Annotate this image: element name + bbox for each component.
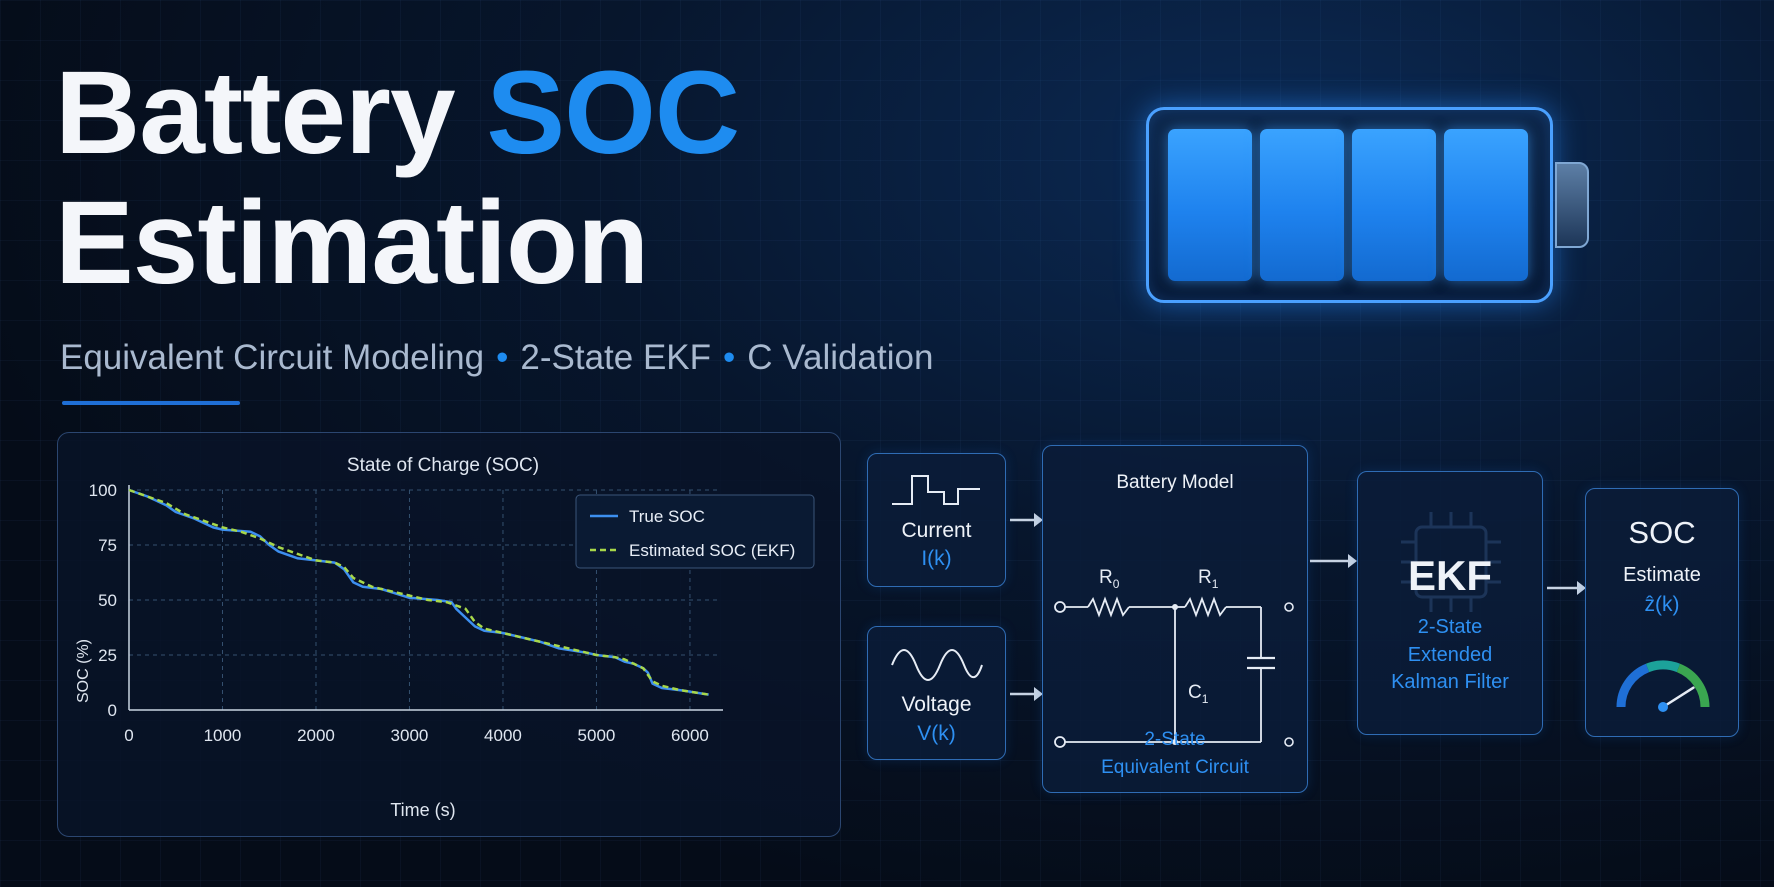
c1-label: C1: [1188, 682, 1209, 706]
chip-icon: [1401, 512, 1501, 612]
legend-box: [575, 494, 815, 569]
gauge-arc-segment: [1645, 660, 1681, 673]
chart-legend: True SOC Estimated SOC (EKF): [575, 494, 815, 569]
x-tick-label: 6000: [671, 726, 709, 745]
ekf-line3: Kalman Filter: [1391, 671, 1509, 693]
arrow-right-icon: [1310, 554, 1357, 568]
chart-ticks: 0 1000 2000 3000 4000 5000 6000 0 25 50 75 100: [89, 481, 709, 745]
chart-xlabel: Time (s): [390, 800, 455, 820]
arrow-right-icon: [1010, 513, 1043, 527]
current-label: Current: [901, 519, 972, 542]
chart-ylabel: SOC (%): [75, 639, 92, 703]
chart-axes: [128, 485, 723, 711]
gauge-icon: [1616, 660, 1710, 712]
voltage-label: Voltage: [901, 693, 972, 716]
ekf-box: EKF 2-State Extended Kalman Filter: [1357, 471, 1543, 735]
chart-series: [128, 488, 709, 696]
square-wave-icon: [892, 475, 980, 505]
subtitle-item-validation: C Validation: [747, 338, 934, 377]
y-tick-label: 0: [108, 701, 117, 720]
legend-label-true-soc: True SOC: [629, 507, 705, 526]
soc-estimate-box: SOC Estimate ẑ(k): [1585, 488, 1739, 737]
battery-model-title: Battery Model: [1116, 472, 1234, 493]
title-line2: Estimation: [55, 177, 649, 309]
ekf-line1: 2-State: [1417, 616, 1483, 638]
arrow-right-icon: [1547, 581, 1586, 595]
soc-signal: ẑ(k): [1644, 593, 1680, 616]
subtitle-separator: •: [496, 338, 509, 377]
x-tick-label: 1000: [204, 726, 242, 745]
subtitle: Equivalent Circuit Modeling • 2-State EKF •…: [60, 338, 933, 378]
ekf-line2: Extended: [1407, 644, 1493, 666]
y-tick-label: 75: [98, 536, 117, 555]
x-tick-label: 4000: [484, 726, 522, 745]
current-signal: I(k): [921, 547, 952, 570]
soc-chart-panel: State of Charge (SOC) 0 1000 2000 3000 4000 5…: [57, 432, 841, 837]
title-underline: [62, 401, 240, 405]
y-tick-label: 25: [98, 646, 117, 665]
current-input-box: Current I(k): [867, 453, 1006, 587]
y-tick-label: 100: [89, 481, 117, 500]
chart-title: State of Charge (SOC): [347, 455, 539, 476]
voltage-input-box: Voltage V(k): [867, 626, 1006, 760]
arrow-right-icon: [1010, 687, 1043, 701]
title-accent: SOC: [486, 47, 740, 179]
gauge-arc-segment: [1676, 663, 1710, 708]
x-tick-label: 2000: [297, 726, 335, 745]
battery-icon: [1146, 107, 1553, 303]
battery-model-box: Battery Model R0 R1 C1 2-State Equivalen…: [1042, 445, 1308, 793]
battery-cell: [1260, 129, 1344, 281]
title-part1: Battery: [55, 47, 487, 179]
y-tick-label: 50: [98, 591, 117, 610]
subtitle-item-ecm: Equivalent Circuit Modeling: [60, 338, 485, 377]
equivalent-circuit-schematic: R0 R1 C1: [1054, 567, 1294, 748]
r0-label: R0: [1099, 567, 1120, 591]
voltage-signal: V(k): [917, 722, 956, 745]
battery-terminal: [1555, 162, 1589, 248]
soc-title: SOC: [1628, 515, 1696, 550]
series-line-estimated-soc: [128, 488, 709, 696]
gauge-arc-segment: [1616, 663, 1650, 708]
subtitle-item-ekf: 2-State EKF: [520, 338, 712, 377]
battery-cell: [1444, 129, 1528, 281]
subtitle-separator: •: [723, 338, 736, 377]
legend-label-estimated-soc: Estimated SOC (EKF): [629, 541, 795, 560]
x-tick-label: 5000: [578, 726, 616, 745]
x-tick-label: 0: [124, 726, 133, 745]
r1-label: R1: [1198, 567, 1219, 591]
battery-cell: [1168, 129, 1252, 281]
sine-wave-icon: [891, 649, 983, 681]
x-tick-label: 3000: [391, 726, 429, 745]
model-caption-line2: Equivalent Circuit: [1101, 757, 1249, 778]
soc-chart: State of Charge (SOC) 0 1000 2000 3000 4000 5…: [75, 455, 815, 820]
model-caption-line1: 2-State: [1144, 729, 1206, 750]
page-title: Battery SOC Estimation: [55, 47, 740, 309]
soc-subtitle: Estimate: [1623, 564, 1701, 586]
ekf-title: EKF: [1408, 552, 1492, 599]
battery-cell: [1352, 129, 1436, 281]
